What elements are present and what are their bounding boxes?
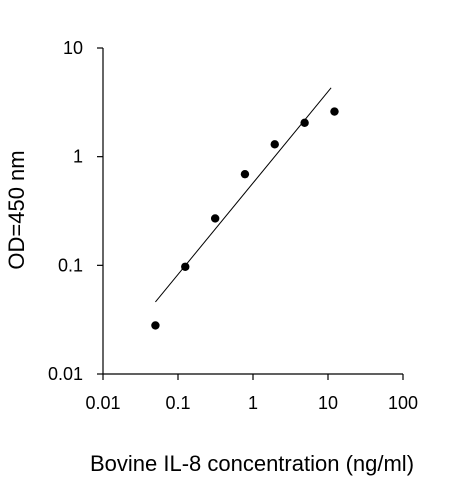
data-point — [300, 118, 309, 127]
data-point — [210, 214, 220, 223]
x-tick-label: 0.01 — [85, 393, 120, 413]
x-tick-label: 10 — [318, 393, 338, 413]
x-tick-label: 1 — [248, 393, 258, 413]
y-tick-label: 0.1 — [58, 255, 83, 275]
x-axis-ticks: 0.01 0.1 1 10 100 — [85, 374, 418, 413]
data-point — [181, 262, 190, 271]
data-point — [270, 140, 279, 149]
data-point — [240, 169, 250, 179]
axes — [102, 48, 403, 375]
data-point — [330, 107, 339, 116]
y-axis-title: OD=450 nm — [4, 150, 29, 269]
data-points-series — [151, 107, 339, 330]
y-tick-label: 1 — [73, 147, 83, 167]
x-axis-title: Bovine IL-8 concentration (ng/ml) — [90, 451, 414, 476]
y-tick-label: 10 — [63, 38, 83, 58]
y-axis-ticks: 0.01 0.1 1 10 — [48, 38, 103, 384]
x-tick-label: 0.1 — [165, 393, 190, 413]
data-point — [151, 321, 160, 330]
y-tick-label: 0.01 — [48, 364, 83, 384]
x-tick-label: 100 — [388, 393, 418, 413]
